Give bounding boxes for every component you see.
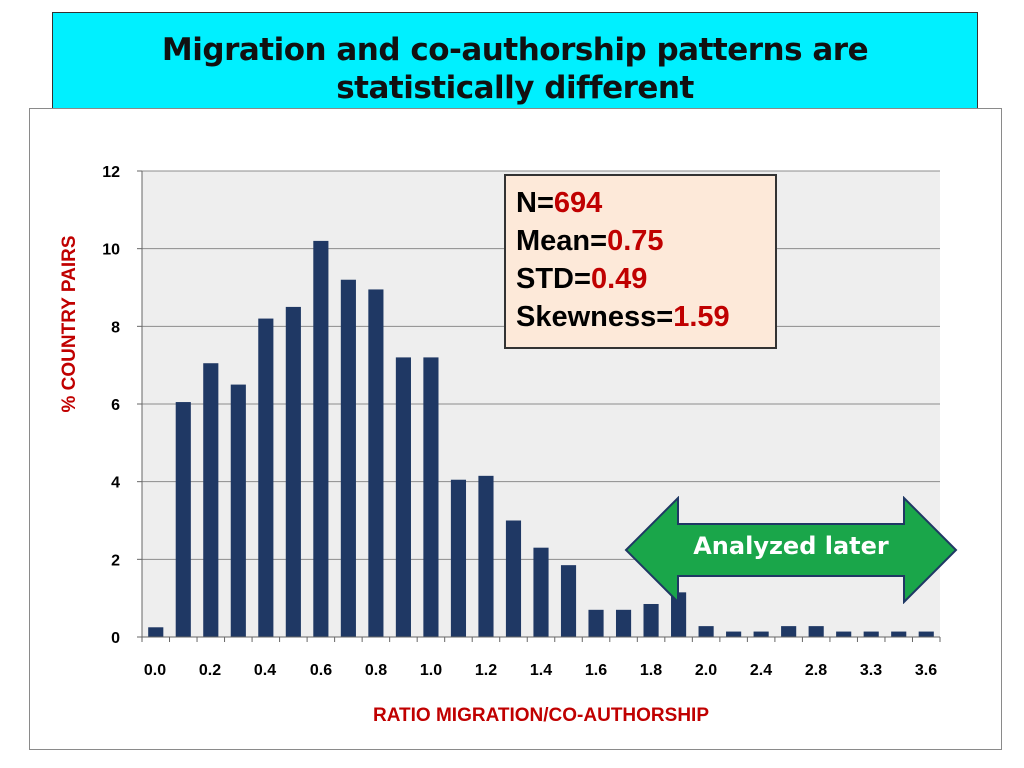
- statistics-box: N=694 Mean=0.75 STD=0.49 Skewness=1.59: [504, 174, 777, 349]
- x-tick-label: 3.3: [860, 662, 882, 679]
- x-tick-label: 0.4: [254, 662, 276, 679]
- histogram-bar: [340, 279, 356, 637]
- x-axis-label: RATIO MIGRATION/CO-AUTHORSHIP: [373, 705, 709, 726]
- stat-mean: Mean=0.75: [516, 222, 765, 260]
- stat-n-value: 694: [553, 187, 603, 219]
- histogram-bar: [588, 609, 604, 637]
- histogram-bar: [395, 357, 411, 637]
- stat-skew-value: 1.59: [673, 301, 730, 333]
- histogram-bar: [478, 475, 494, 637]
- slide-title: Migration and co-authorship patterns are…: [53, 31, 977, 107]
- histogram-bar: [560, 565, 577, 637]
- stat-std-value: 0.49: [590, 263, 648, 295]
- x-tick-label: 1.4: [530, 662, 552, 679]
- histogram-bar: [781, 626, 797, 637]
- title-banner: Migration and co-authorship patterns are…: [52, 12, 978, 112]
- y-tick-label: 8: [111, 319, 120, 336]
- histogram-bar: [671, 592, 687, 637]
- callout-label: Analyzed later: [693, 532, 889, 560]
- histogram-bar: [285, 306, 301, 637]
- x-tick-label: 0.0: [144, 662, 166, 679]
- histogram-bar: [423, 357, 439, 637]
- histogram-bar: [368, 289, 384, 637]
- stat-std-label: STD=: [516, 263, 591, 295]
- y-axis-label: % COUNTRY PAIRS: [59, 235, 80, 412]
- histogram-bar: [148, 627, 164, 637]
- histogram-bar: [726, 631, 742, 637]
- y-tick-label: 0: [111, 630, 120, 647]
- x-tick-label: 0.2: [199, 662, 221, 679]
- y-tick-label: 12: [102, 164, 120, 181]
- stat-mean-value: 0.75: [607, 225, 664, 257]
- histogram-bar: [450, 479, 467, 637]
- histogram-bar: [808, 626, 824, 637]
- x-tick-label: 2.0: [695, 662, 717, 679]
- histogram-bar: [203, 363, 219, 637]
- x-tick-label: 1.2: [475, 662, 497, 679]
- histogram-bar: [258, 318, 274, 637]
- title-line-2: statistically different: [336, 70, 694, 106]
- y-tick-label: 2: [111, 552, 120, 569]
- x-tick-label: 0.8: [365, 662, 387, 679]
- stat-n-label: N=: [516, 187, 554, 219]
- x-tick-label: 2.4: [750, 662, 772, 679]
- x-tick-label: 1.0: [420, 662, 442, 679]
- stat-skew-label: Skewness=: [516, 301, 674, 333]
- x-tick-label: 2.8: [805, 662, 827, 679]
- histogram-bar: [836, 631, 852, 637]
- histogram-bar: [533, 547, 549, 637]
- double-arrow-icon: [624, 495, 958, 605]
- histogram-bar: [863, 631, 879, 637]
- x-tick-label: 0.6: [310, 662, 332, 679]
- histogram-bar: [313, 240, 329, 637]
- stat-n: N=694: [516, 184, 765, 222]
- histogram-bar: [175, 402, 191, 637]
- y-tick-label: 4: [111, 475, 120, 492]
- title-line-1: Migration and co-authorship patterns are: [161, 32, 869, 68]
- histogram-bar: [891, 631, 907, 637]
- histogram-bar: [698, 626, 714, 637]
- histogram-bar: [505, 520, 522, 637]
- stat-std: STD=0.49: [516, 260, 765, 298]
- histogram-bar: [615, 609, 632, 637]
- stat-mean-label: Mean=: [516, 225, 608, 257]
- histogram-bar: [753, 631, 769, 637]
- x-tick-label: 1.6: [585, 662, 607, 679]
- x-tick-label: 3.6: [915, 662, 937, 679]
- y-tick-label: 6: [111, 397, 120, 414]
- analyzed-later-callout: Analyzed later: [624, 495, 958, 605]
- y-tick-label: 10: [102, 242, 120, 259]
- histogram-bar: [918, 631, 934, 637]
- histogram-bar: [643, 603, 659, 637]
- stat-skewness: Skewness=1.59: [516, 298, 765, 336]
- histogram-bar: [230, 384, 246, 637]
- x-tick-label: 1.8: [640, 662, 662, 679]
